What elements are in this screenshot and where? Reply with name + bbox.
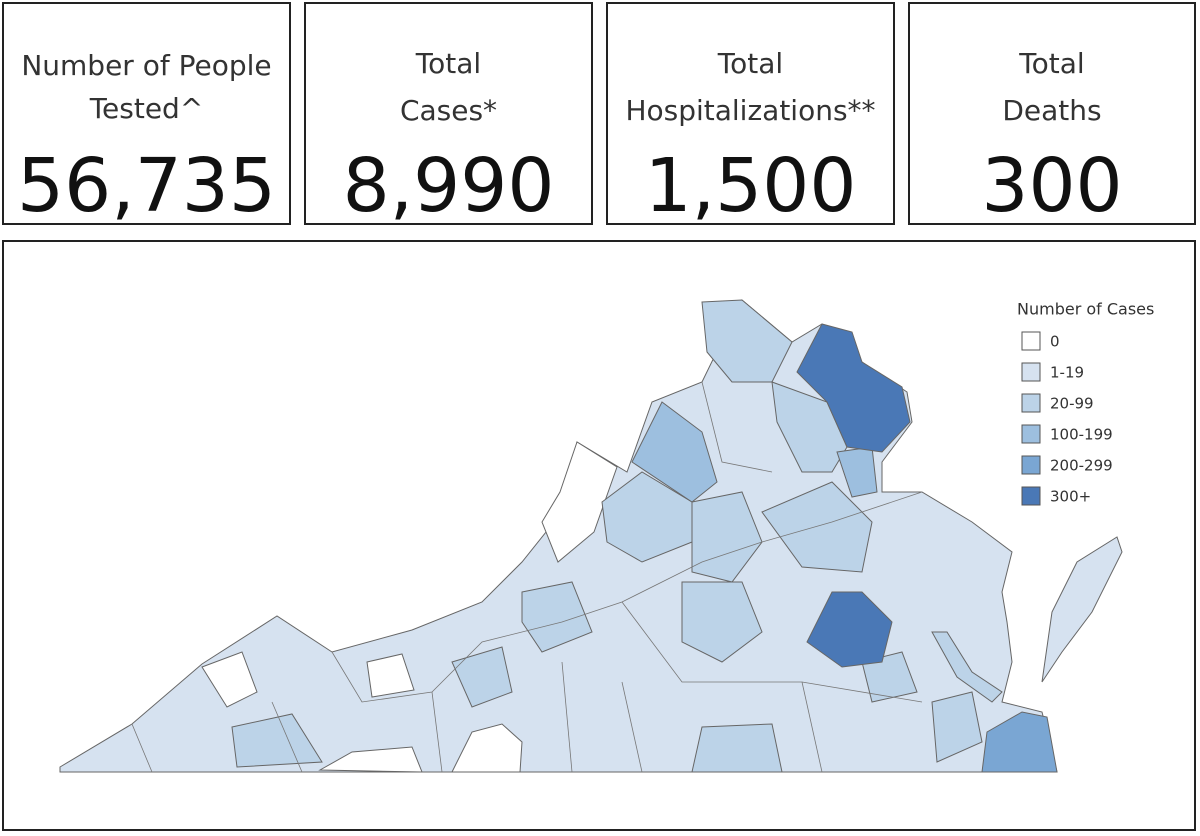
kpi-label-line: Tested^ <box>89 92 204 125</box>
legend-label: 100-199 <box>1050 426 1113 444</box>
legend-label: 1-19 <box>1050 364 1084 382</box>
kpi-card: Total Deaths 300 <box>908 2 1196 229</box>
legend-label: 0 <box>1050 333 1060 351</box>
county <box>681 581 763 663</box>
legend-swatch <box>1021 393 1041 413</box>
kpi-label-line: Total <box>1019 47 1085 80</box>
kpi-label-line: Total <box>717 47 784 80</box>
county <box>631 401 718 503</box>
kpi-label-line: Number of People <box>21 49 272 82</box>
legend-label: 20-99 <box>1050 395 1094 413</box>
county-line <box>561 661 573 773</box>
county <box>861 651 918 703</box>
county <box>691 723 783 773</box>
county <box>366 653 415 698</box>
county <box>931 631 1003 703</box>
legend-swatch <box>1021 424 1041 444</box>
county <box>231 713 323 768</box>
kpi-value: 1,500 <box>644 143 857 229</box>
county <box>541 441 618 563</box>
kpi-label-line: Cases* <box>399 94 498 127</box>
county <box>981 711 1058 773</box>
legend: Number of Cases 0 1-19 20-99 100-199 200-299… <box>1017 300 1154 506</box>
legend-swatch <box>1021 331 1041 351</box>
county <box>318 746 423 773</box>
kpi-value: 56,735 <box>17 143 276 229</box>
kpi-label-line: Hospitalizations** <box>625 94 876 127</box>
kpi-value: 300 <box>981 143 1123 229</box>
kpi-label: Total Deaths <box>910 40 1194 134</box>
county <box>806 591 893 668</box>
county-line <box>621 601 923 703</box>
county-line <box>331 491 923 703</box>
county-line <box>271 701 303 773</box>
kpi-card: Total Hospitalizations** 1,500 <box>606 2 895 229</box>
kpi-label: Number of People Tested^ <box>4 44 289 130</box>
eastern-shore <box>1041 536 1123 683</box>
legend-label: 300+ <box>1050 488 1091 506</box>
county <box>451 723 523 773</box>
county-line <box>801 681 823 773</box>
kpi-label-line: Deaths <box>1002 94 1102 127</box>
legend-swatch <box>1021 455 1041 475</box>
county <box>521 581 593 653</box>
county <box>451 646 513 708</box>
kpi-card: Total Cases* 8,990 <box>304 2 593 229</box>
map-panel: Number of Cases 0 1-19 20-99 100-199 200-299… <box>2 240 1196 831</box>
county-line <box>131 723 153 773</box>
legend-label: 200-299 <box>1050 457 1113 475</box>
kpi-card: Number of People Tested^ 56,735 <box>2 2 291 229</box>
counties <box>59 299 1123 773</box>
legend-title: Number of Cases <box>1017 300 1154 319</box>
county <box>931 691 983 763</box>
county <box>796 323 911 453</box>
choropleth-map: Number of Cases 0 1-19 20-99 100-199 200-299… <box>59 299 1154 773</box>
kpi-label-line: Total <box>415 47 482 80</box>
county-line <box>621 681 643 773</box>
legend-swatch <box>1021 362 1041 382</box>
county-line <box>701 381 773 473</box>
county <box>761 481 873 573</box>
county-line <box>431 691 443 773</box>
kpi-label: Total Cases* <box>306 40 591 134</box>
county <box>201 651 258 708</box>
kpi-label: Total Hospitalizations** <box>608 40 893 134</box>
kpi-value: 8,990 <box>342 143 555 229</box>
legend-swatch <box>1021 486 1041 506</box>
